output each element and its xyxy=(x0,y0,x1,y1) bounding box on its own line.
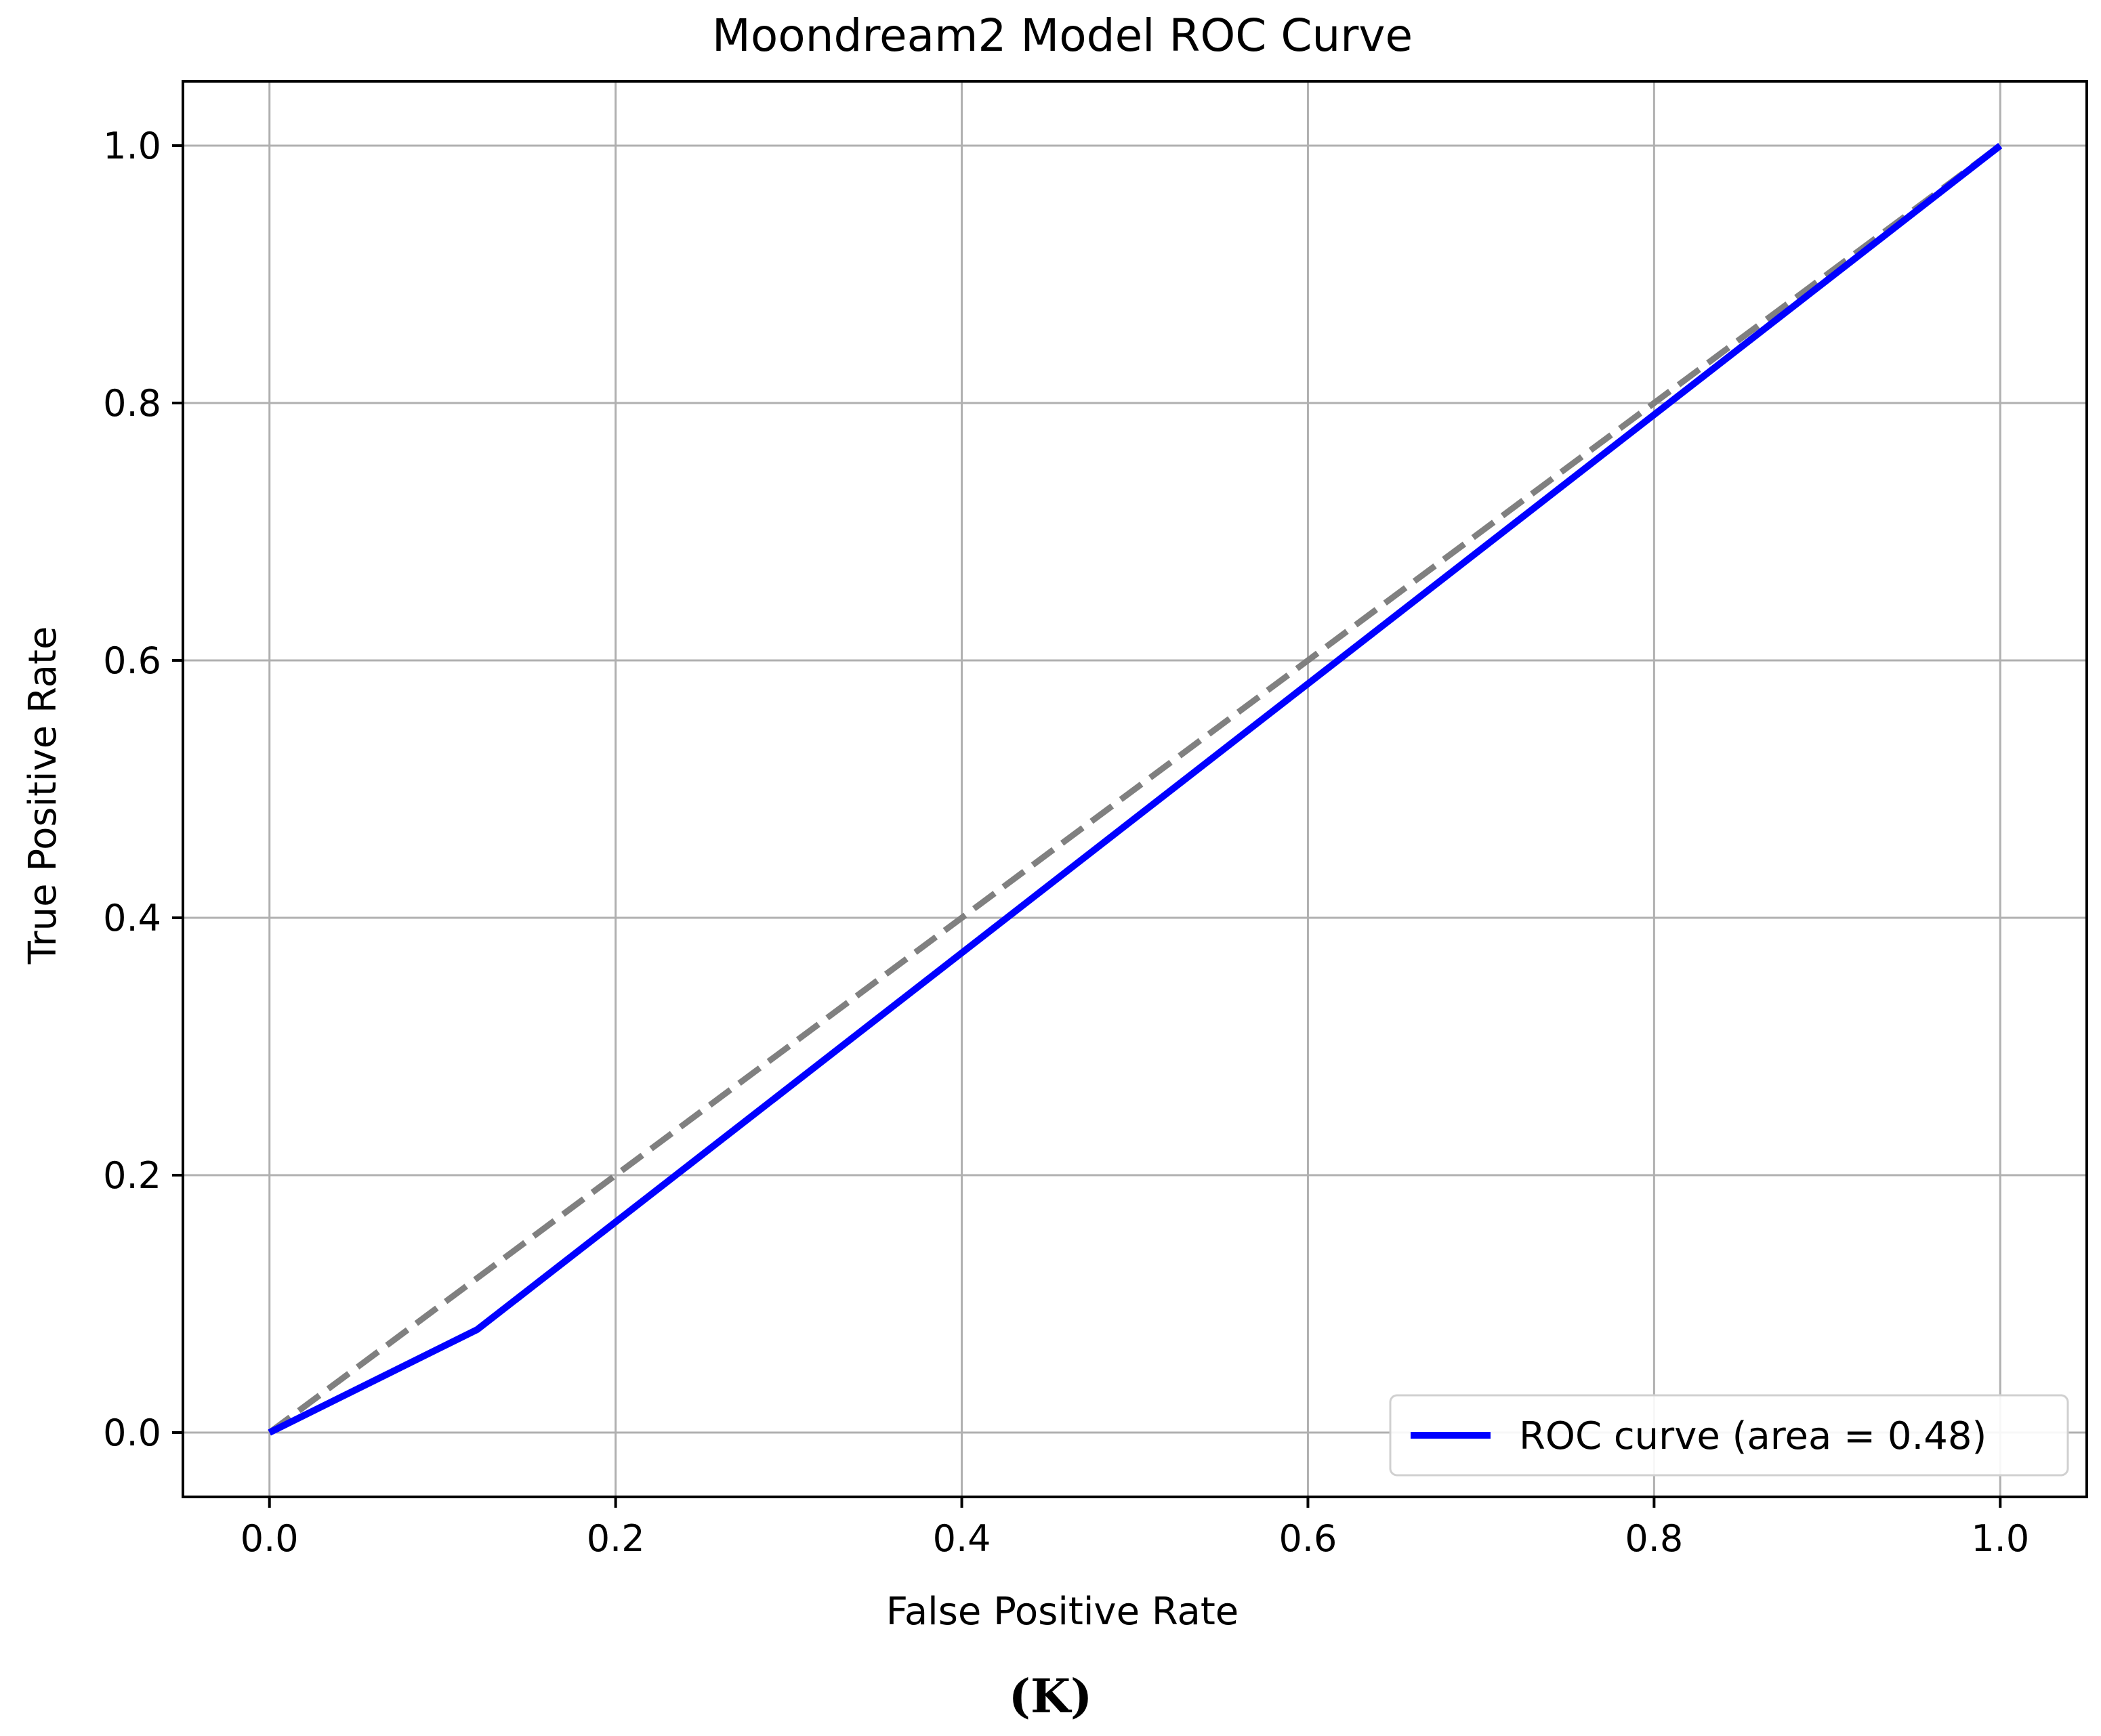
x-tick-label: 0.2 xyxy=(587,1517,645,1560)
tick-marks xyxy=(172,144,2002,1508)
legend: ROC curve (area = 0.48) xyxy=(1389,1394,2069,1477)
y-axis-label: True Positive Rate xyxy=(21,627,65,965)
y-tick-label: 1.0 xyxy=(103,125,161,167)
tick-labels: 0.0 0.2 0.4 0.6 0.8 1.0 0.0 0.2 0.4 0.6 0.8 1.0 xyxy=(103,125,2029,1560)
x-axis-label: False Positive Rate xyxy=(886,1590,1239,1634)
roc-curve-line xyxy=(268,143,2003,1436)
x-tick-label: 0.6 xyxy=(1279,1517,1337,1560)
x-tick-label: 1.0 xyxy=(1971,1517,2029,1560)
random-classifier-line xyxy=(268,143,2002,1435)
x-tick-label: 0.0 xyxy=(241,1517,299,1560)
x-tick-label: 0.4 xyxy=(933,1517,991,1560)
x-tick-label: 0.8 xyxy=(1625,1517,1683,1560)
y-tick-label: 0.6 xyxy=(103,639,161,682)
chart-title: Moondream2 Model ROC Curve xyxy=(712,9,1413,62)
y-tick-label: 0.0 xyxy=(103,1412,161,1454)
y-tick-label: 0.4 xyxy=(103,897,161,939)
grid-lines xyxy=(183,81,2087,1497)
series-lines xyxy=(268,143,2003,1436)
legend-box xyxy=(1389,1394,2069,1477)
legend-label: ROC curve (area = 0.48) xyxy=(1519,1414,1986,1458)
y-tick-label: 0.2 xyxy=(103,1154,161,1197)
axes-frame xyxy=(182,80,2088,1498)
figure-caption: (K) xyxy=(1008,1670,1093,1724)
y-tick-label: 0.8 xyxy=(103,382,161,425)
